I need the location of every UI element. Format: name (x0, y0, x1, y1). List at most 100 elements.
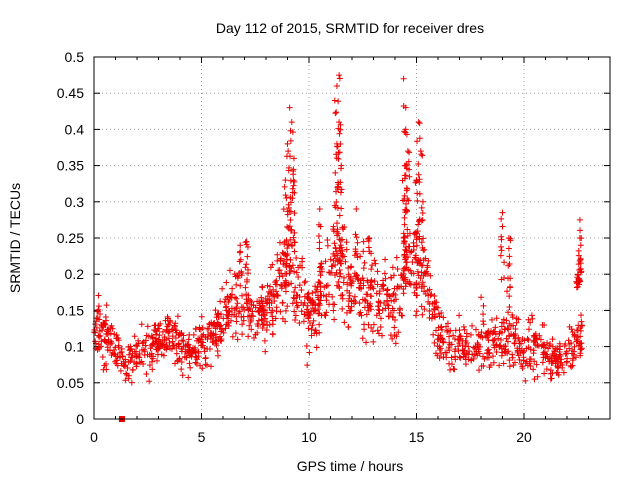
data-point (429, 300, 436, 307)
x-axis-label: GPS time / hours (297, 458, 404, 474)
data-point (368, 324, 375, 331)
data-point (359, 275, 366, 282)
data-point (289, 262, 296, 269)
data-point (442, 349, 449, 356)
data-point (114, 335, 121, 342)
data-point (382, 275, 389, 282)
data-point (405, 197, 412, 204)
data-point (111, 331, 118, 338)
data-point (102, 338, 109, 345)
data-point (413, 308, 420, 315)
data-point (92, 338, 99, 345)
data-point (169, 338, 176, 345)
data-point (197, 362, 204, 369)
data-point (278, 270, 285, 277)
data-point (380, 282, 387, 289)
data-point (231, 294, 238, 301)
data-point (168, 346, 175, 353)
data-point (296, 293, 303, 300)
data-point (282, 277, 289, 284)
data-point (511, 359, 518, 366)
data-point (557, 359, 564, 366)
data-point (310, 317, 317, 324)
data-point (322, 258, 329, 265)
data-point (282, 318, 289, 325)
data-point (376, 290, 383, 297)
data-point (480, 311, 487, 318)
data-point (103, 331, 110, 338)
data-point (330, 307, 337, 314)
x-tick-label: 0 (90, 429, 98, 445)
data-point (287, 177, 294, 184)
data-point (391, 285, 398, 292)
data-point (224, 312, 231, 319)
data-point (167, 319, 174, 326)
data-point (290, 177, 297, 184)
data-point (512, 326, 519, 333)
data-point (282, 192, 289, 199)
data-point (507, 283, 514, 290)
data-point (304, 312, 311, 319)
data-point (388, 297, 395, 304)
data-point (568, 363, 575, 370)
data-point (323, 282, 330, 289)
data-point (554, 363, 561, 370)
data-point (354, 275, 361, 282)
data-point (337, 126, 344, 133)
data-point (250, 313, 257, 320)
data-point (261, 337, 268, 344)
data-point (448, 354, 455, 361)
data-point (362, 297, 369, 304)
data-point (506, 304, 513, 311)
data-point (401, 276, 408, 283)
data-point (520, 349, 527, 356)
data-point (185, 336, 192, 343)
data-point (414, 138, 421, 145)
data-point (243, 278, 250, 285)
data-point (448, 361, 455, 368)
data-point (363, 311, 370, 318)
data-point (108, 322, 115, 329)
data-point (262, 348, 269, 355)
data-point (136, 359, 143, 366)
data-point (575, 252, 582, 259)
data-point (370, 321, 377, 328)
data-point (285, 224, 292, 231)
data-point (431, 339, 438, 346)
data-point (391, 324, 398, 331)
data-point (498, 323, 505, 330)
data-point (213, 314, 220, 321)
data-point (234, 336, 241, 343)
data-point (238, 268, 245, 275)
data-point (460, 323, 467, 330)
data-point (414, 259, 421, 266)
data-point (318, 260, 325, 267)
data-point (413, 242, 420, 249)
data-point (415, 119, 422, 126)
data-point (353, 250, 360, 257)
data-point (519, 365, 526, 372)
data-point (533, 361, 540, 368)
data-point (331, 240, 338, 247)
data-point (244, 244, 251, 251)
data-point (371, 278, 378, 285)
data-point (433, 327, 440, 334)
data-point (552, 357, 559, 364)
data-point (289, 300, 296, 307)
data-point (274, 291, 281, 298)
data-point (469, 351, 476, 358)
data-point (377, 323, 384, 330)
data-point (404, 232, 411, 239)
data-point (577, 242, 584, 249)
data-point (412, 312, 419, 319)
data-point (288, 199, 295, 206)
data-point (431, 306, 438, 313)
data-point (366, 235, 373, 241)
data-point (283, 263, 290, 270)
data-point (235, 310, 242, 317)
data-point (228, 291, 235, 298)
data-point (243, 261, 250, 268)
data-point (292, 317, 299, 324)
data-point (330, 250, 337, 257)
data-point (419, 262, 426, 269)
